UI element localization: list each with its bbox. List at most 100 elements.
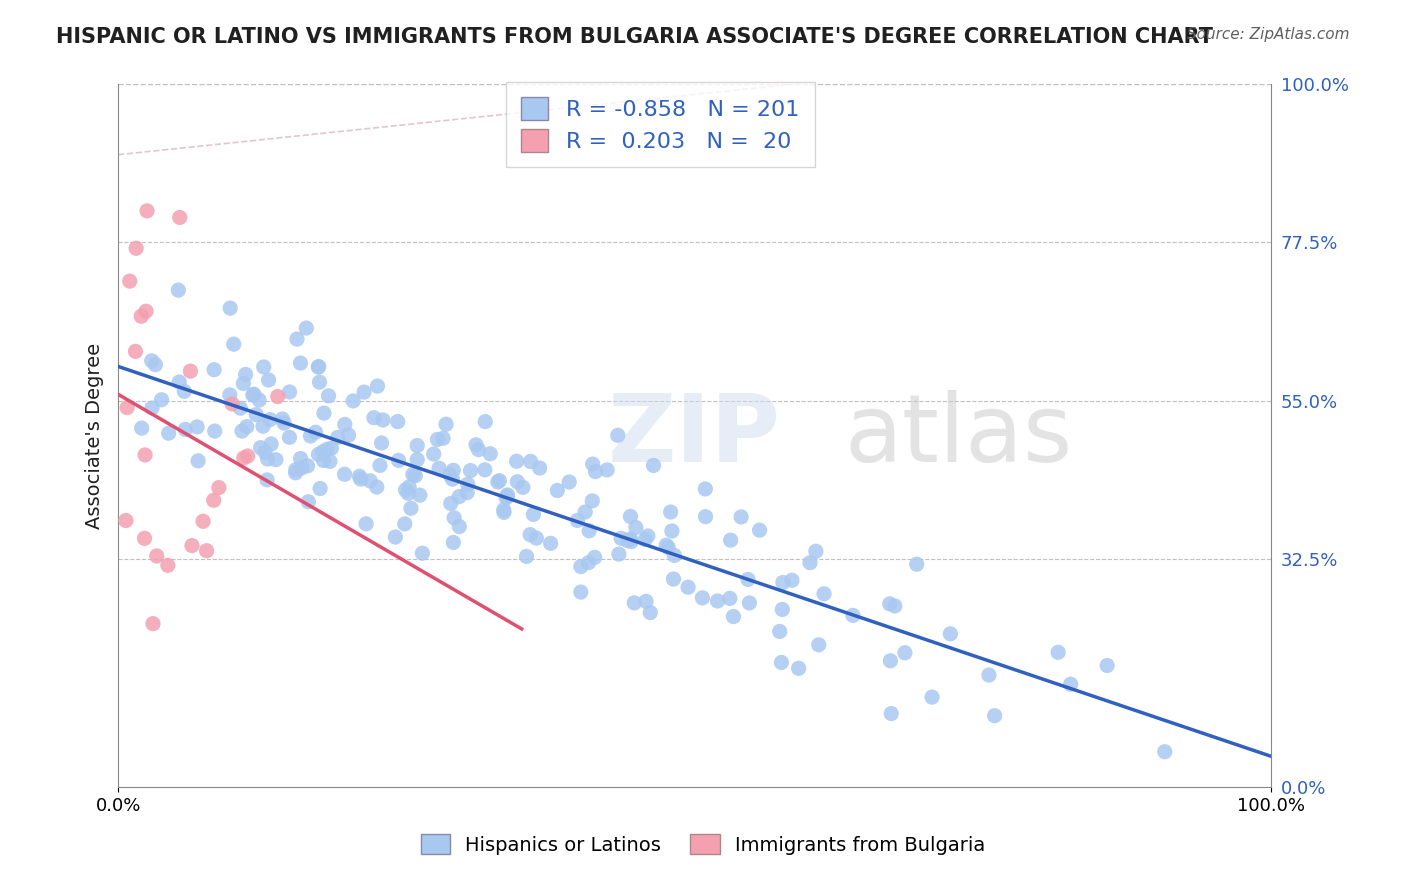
Point bbox=[706, 594, 728, 608]
Point bbox=[273, 416, 295, 430]
Point bbox=[457, 477, 479, 491]
Point bbox=[394, 516, 416, 531]
Point bbox=[257, 373, 280, 387]
Point bbox=[115, 514, 138, 528]
Point bbox=[232, 450, 254, 465]
Point bbox=[657, 541, 679, 555]
Point bbox=[321, 441, 343, 455]
Point bbox=[167, 283, 190, 297]
Point bbox=[349, 469, 371, 483]
Point bbox=[434, 417, 457, 432]
Point bbox=[439, 467, 461, 482]
Point bbox=[634, 594, 657, 608]
Text: ZIP: ZIP bbox=[609, 390, 782, 482]
Point bbox=[326, 430, 349, 444]
Point bbox=[264, 452, 287, 467]
Point bbox=[426, 433, 449, 447]
Point bbox=[456, 485, 478, 500]
Point bbox=[304, 425, 326, 440]
Point bbox=[367, 379, 389, 393]
Point bbox=[441, 535, 464, 549]
Point bbox=[387, 453, 409, 467]
Point bbox=[620, 534, 643, 549]
Point bbox=[368, 458, 391, 473]
Y-axis label: Associate's Degree: Associate's Degree bbox=[86, 343, 104, 529]
Point bbox=[278, 384, 301, 399]
Point bbox=[1153, 745, 1175, 759]
Point bbox=[474, 415, 496, 429]
Point bbox=[136, 203, 159, 218]
Point bbox=[256, 452, 278, 467]
Point bbox=[307, 360, 329, 375]
Point bbox=[173, 384, 195, 399]
Point bbox=[145, 358, 167, 372]
Point bbox=[186, 420, 208, 434]
Point bbox=[229, 401, 252, 416]
Point bbox=[297, 495, 319, 509]
Point bbox=[404, 468, 426, 483]
Point bbox=[772, 575, 794, 590]
Point bbox=[142, 616, 165, 631]
Point bbox=[1059, 677, 1081, 691]
Point bbox=[770, 602, 793, 616]
Point bbox=[842, 608, 865, 623]
Point bbox=[883, 599, 905, 613]
Text: atlas: atlas bbox=[845, 390, 1073, 482]
Point bbox=[235, 368, 257, 382]
Point bbox=[529, 461, 551, 475]
Point bbox=[387, 415, 409, 429]
Point bbox=[440, 496, 463, 510]
Point bbox=[337, 428, 360, 442]
Point bbox=[720, 533, 742, 548]
Point bbox=[664, 549, 686, 563]
Point bbox=[249, 441, 271, 455]
Point bbox=[522, 508, 544, 522]
Point bbox=[496, 489, 519, 503]
Point bbox=[465, 438, 488, 452]
Point bbox=[291, 460, 314, 475]
Point bbox=[370, 436, 392, 450]
Point bbox=[259, 412, 281, 426]
Point bbox=[662, 572, 685, 586]
Point bbox=[285, 332, 308, 346]
Point bbox=[574, 505, 596, 519]
Point bbox=[399, 501, 422, 516]
Point bbox=[118, 274, 141, 288]
Point bbox=[921, 690, 943, 705]
Point bbox=[218, 388, 240, 402]
Point bbox=[243, 387, 266, 401]
Point bbox=[983, 708, 1005, 723]
Point bbox=[236, 419, 259, 434]
Point bbox=[231, 424, 253, 438]
Point bbox=[619, 509, 641, 524]
Point bbox=[406, 452, 429, 467]
Point bbox=[191, 514, 214, 528]
Point bbox=[977, 668, 1000, 682]
Point bbox=[637, 529, 659, 543]
Point bbox=[208, 481, 231, 495]
Point bbox=[718, 591, 741, 606]
Point bbox=[396, 486, 419, 500]
Point bbox=[297, 458, 319, 473]
Point bbox=[449, 519, 471, 533]
Point bbox=[616, 533, 638, 548]
Point bbox=[394, 483, 416, 497]
Point bbox=[204, 424, 226, 438]
Point bbox=[195, 543, 218, 558]
Point bbox=[354, 516, 377, 531]
Point bbox=[406, 439, 429, 453]
Point bbox=[512, 480, 534, 494]
Point bbox=[245, 408, 267, 422]
Point bbox=[236, 449, 259, 463]
Point bbox=[169, 211, 191, 225]
Point bbox=[640, 606, 662, 620]
Point bbox=[290, 451, 312, 466]
Point bbox=[167, 375, 190, 389]
Point bbox=[807, 638, 830, 652]
Point bbox=[135, 304, 157, 318]
Point bbox=[134, 532, 156, 546]
Point bbox=[546, 483, 568, 498]
Point bbox=[581, 494, 603, 508]
Point bbox=[145, 549, 167, 563]
Text: HISPANIC OR LATINO VS IMMIGRANTS FROM BULGARIA ASSOCIATE'S DEGREE CORRELATION CH: HISPANIC OR LATINO VS IMMIGRANTS FROM BU… bbox=[56, 27, 1213, 46]
